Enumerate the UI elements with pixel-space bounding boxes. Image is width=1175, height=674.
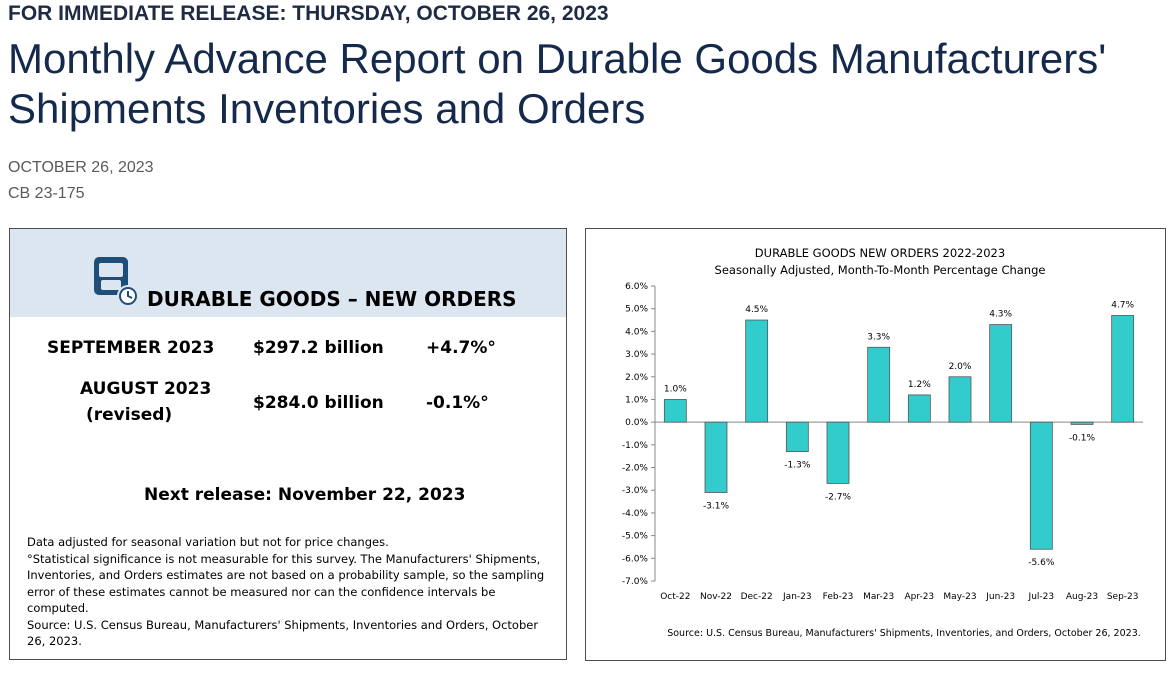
y-tick-label: -3.0% — [622, 486, 649, 496]
chart-panel: DURABLE GOODS NEW ORDERS 2022-2023 Seaso… — [585, 228, 1166, 661]
x-tick-label: Nov-22 — [700, 592, 732, 602]
y-tick-label: -7.0% — [622, 577, 649, 587]
bar-nov-22 — [704, 421, 728, 493]
release-number: CB 23-175 — [8, 185, 85, 202]
chart-title: DURABLE GOODS NEW ORDERS 2022-2023 — [755, 246, 1005, 260]
x-tick-label: Oct-22 — [660, 592, 690, 602]
bar-jan-23 — [785, 421, 809, 453]
data-label: -5.6% — [1028, 558, 1055, 568]
release-date: OCTOBER 26, 2023 — [8, 159, 154, 176]
bar-chart: DURABLE GOODS NEW ORDERS 2022-2023 Seaso… — [622, 246, 1143, 639]
row-value-september: $297.2 billion — [253, 338, 384, 358]
data-label: -0.1% — [1069, 433, 1096, 443]
y-tick-label: -5.0% — [622, 532, 649, 542]
bar-aug-23 — [1070, 421, 1094, 425]
row-label-august-note: (revised) — [86, 405, 173, 425]
bar-dec-22 — [745, 319, 769, 423]
data-label: -1.3% — [784, 461, 811, 471]
data-label: -3.1% — [703, 502, 730, 512]
release-kicker: FOR IMMEDIATE RELEASE: THURSDAY, OCTOBER… — [8, 2, 609, 25]
bar-jul-23 — [1029, 421, 1053, 550]
y-tick-label: 2.0% — [625, 373, 648, 383]
x-tick-label: Aug-23 — [1066, 592, 1098, 602]
data-label: -2.7% — [825, 492, 852, 502]
note-source: Source: U.S. Census Bureau, Manufacturer… — [27, 617, 539, 649]
row-value-august: $284.0 billion — [253, 393, 384, 413]
bar-apr-23 — [907, 394, 931, 423]
x-tick-label: Mar-23 — [863, 592, 894, 602]
y-tick-label: -6.0% — [622, 554, 649, 564]
bar-oct-22 — [663, 399, 687, 423]
data-label: 1.2% — [908, 380, 931, 390]
y-tick-label: 4.0% — [625, 327, 648, 337]
data-label: 4.3% — [989, 310, 1012, 320]
y-tick-label: 0.0% — [625, 418, 648, 428]
summary-card-header: DURABLE GOODS – NEW ORDERS — [10, 229, 566, 317]
note-significance: °Statistical significance is not measura… — [27, 551, 545, 616]
y-tick-label: 6.0% — [625, 282, 648, 292]
summary-title: DURABLE GOODS – NEW ORDERS — [147, 287, 517, 311]
row-label-september: SEPTEMBER 2023 — [47, 338, 215, 358]
data-label: 2.0% — [949, 362, 972, 372]
data-label: 4.7% — [1111, 301, 1134, 311]
footnotes: Data adjusted for seasonal variation but… — [27, 534, 557, 650]
page-title: Monthly Advance Report on Durable Goods … — [8, 35, 1107, 132]
bar-mar-23 — [867, 346, 891, 423]
x-tick-label: May-23 — [943, 592, 976, 602]
data-label: 4.5% — [745, 305, 768, 315]
chart-source: Source: U.S. Census Bureau, Manufacturer… — [667, 628, 1141, 639]
x-tick-label: Feb-23 — [823, 592, 854, 602]
next-release: Next release: November 22, 2023 — [144, 485, 466, 505]
bar-jun-23 — [989, 324, 1013, 423]
summary-card: DURABLE GOODS – NEW ORDERS SEPTEMBER 202… — [9, 228, 567, 660]
row-change-september: +4.7%° — [426, 338, 496, 358]
x-tick-label: Sep-23 — [1107, 592, 1139, 602]
y-tick-label: -4.0% — [622, 509, 649, 519]
y-tick-label: 5.0% — [625, 305, 648, 315]
chart-subtitle: Seasonally Adjusted, Month-To-Month Perc… — [715, 263, 1046, 277]
x-tick-label: Jan-23 — [782, 592, 812, 602]
y-tick-label: -2.0% — [622, 464, 649, 474]
bar-sep-23 — [1111, 315, 1135, 423]
y-tick-label: 3.0% — [625, 350, 648, 360]
row-change-august: -0.1%° — [426, 393, 489, 413]
data-label: 3.3% — [867, 332, 890, 342]
calculator-clock-icon — [94, 257, 139, 307]
x-tick-label: Apr-23 — [904, 592, 934, 602]
row-label-august: AUGUST 2023 — [80, 379, 212, 399]
bar-feb-23 — [826, 421, 850, 484]
note-seasonal: Data adjusted for seasonal variation but… — [27, 535, 389, 549]
data-label: 1.0% — [664, 384, 687, 394]
x-tick-label: Dec-22 — [741, 592, 773, 602]
x-tick-label: Jun-23 — [985, 592, 1015, 602]
bar-may-23 — [948, 376, 972, 423]
y-tick-label: -1.0% — [622, 441, 649, 451]
x-tick-label: Jul-23 — [1028, 592, 1055, 602]
y-tick-label: 1.0% — [625, 395, 648, 405]
